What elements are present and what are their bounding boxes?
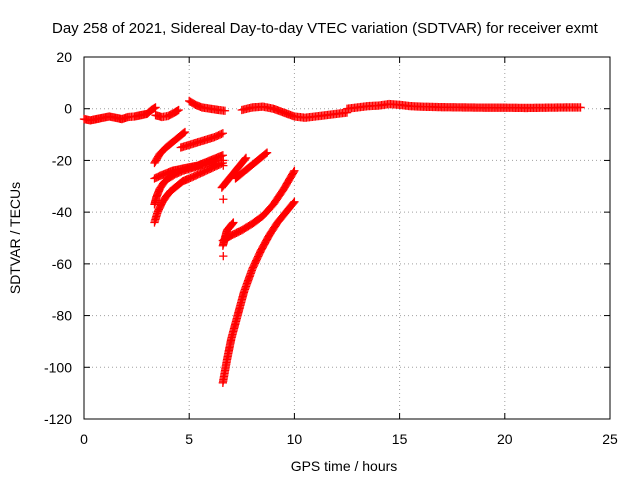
data-point xyxy=(220,106,230,115)
data-points xyxy=(79,96,585,387)
data-point xyxy=(219,156,228,165)
y-tick-label: -120 xyxy=(44,411,72,427)
x-axis-label: GPS time / hours xyxy=(291,458,398,474)
data-point xyxy=(228,219,237,228)
y-tick-label: -20 xyxy=(52,152,72,168)
data-point xyxy=(212,156,221,165)
x-tick-label: 15 xyxy=(392,431,408,447)
data-point xyxy=(151,103,160,112)
data-point xyxy=(576,103,585,112)
data-point xyxy=(261,149,271,158)
data-point xyxy=(241,153,251,162)
data-point xyxy=(289,198,298,208)
plot-frame xyxy=(83,56,611,420)
data-point xyxy=(262,148,272,157)
data-point xyxy=(240,154,250,164)
x-tick-label: 5 xyxy=(185,431,193,447)
data-point xyxy=(290,197,299,206)
y-tick-label: -60 xyxy=(52,256,72,272)
x-tick-label: 25 xyxy=(602,431,618,447)
y-tick-label: 0 xyxy=(64,101,72,117)
data-point xyxy=(219,251,228,261)
y-tick-label: -100 xyxy=(44,359,72,375)
data-point xyxy=(290,166,299,175)
data-point xyxy=(174,105,183,115)
data-point xyxy=(180,127,190,137)
y-axis-label: SDTVAR / TECUs xyxy=(7,182,23,294)
y-tick-label: 20 xyxy=(56,49,72,65)
data-point xyxy=(219,195,228,204)
x-tick-label: 20 xyxy=(497,431,513,447)
y-tick-label: -80 xyxy=(52,308,72,324)
data-point xyxy=(229,218,238,227)
axis-ticks: 20 0 -20 -40 -60 -80 -100 -120 0 5 10 15 20 25 xyxy=(44,49,618,447)
data-point xyxy=(289,167,298,177)
x-tick-label: 10 xyxy=(287,431,303,447)
data-point xyxy=(179,128,189,137)
data-point xyxy=(218,129,228,138)
x-tick-label: 0 xyxy=(80,431,88,447)
chart-title: Day 258 of 2021, Sidereal Day-to-day VTE… xyxy=(52,20,599,37)
y-tick-label: -40 xyxy=(52,204,72,220)
